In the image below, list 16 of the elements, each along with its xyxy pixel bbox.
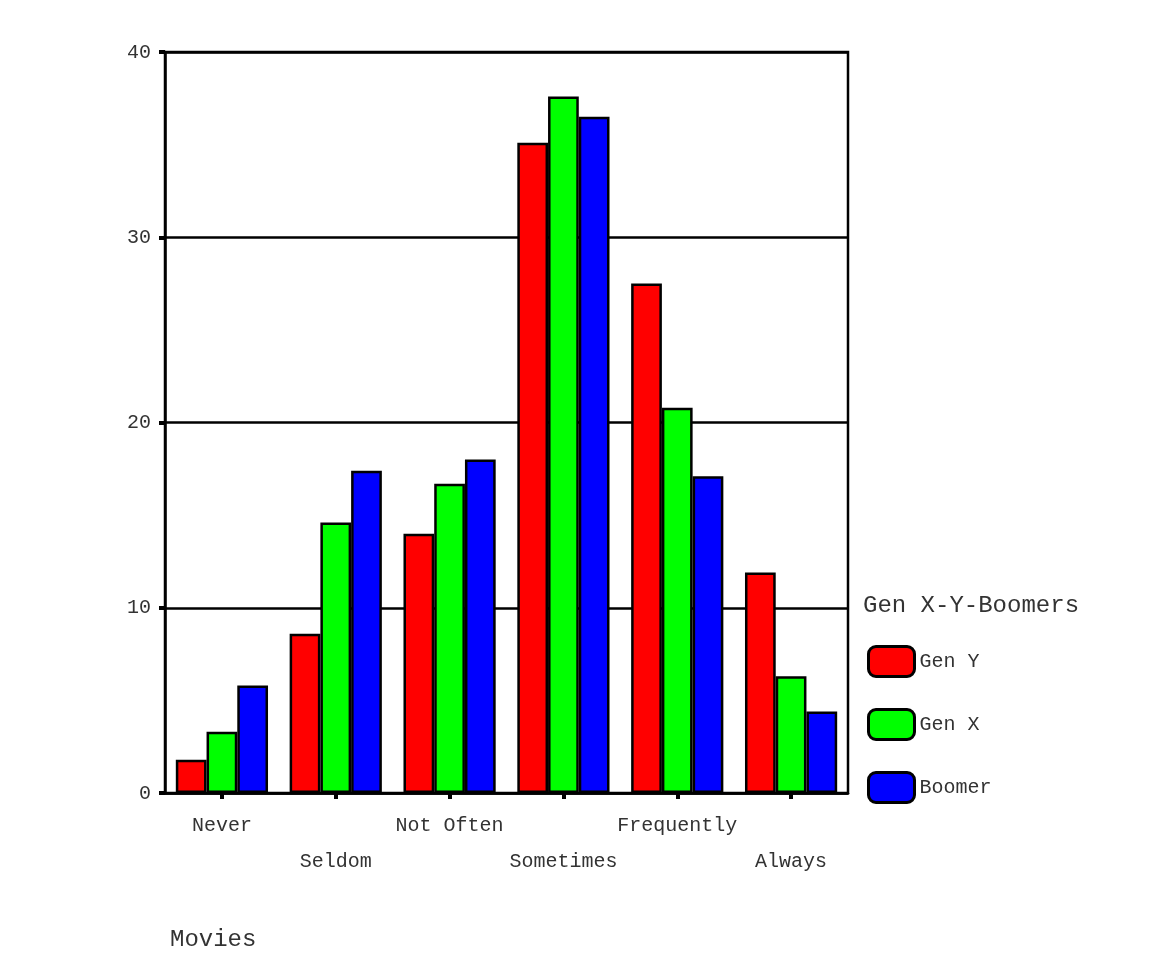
x-tick-label: Not Often xyxy=(395,813,504,837)
legend-label: Boomer xyxy=(919,776,992,799)
y-tick-label: 10 xyxy=(126,596,151,620)
x-tick-label: Frequently xyxy=(617,813,738,837)
x-axis-title: Movies xyxy=(170,925,257,953)
legend-title: Gen X-Y-Boomers xyxy=(863,591,1080,619)
y-tick-label: 40 xyxy=(126,40,151,64)
y-tick-label: 20 xyxy=(126,411,151,434)
x-tick-label: Seldom xyxy=(299,849,372,873)
legend-label: Gen Y xyxy=(919,650,980,673)
x-tick-label: Never xyxy=(191,813,252,837)
y-tick-label: 0 xyxy=(138,781,151,805)
legend-label: Gen X xyxy=(919,713,980,736)
x-tick-label: Always xyxy=(755,849,828,873)
x-tick-label: Sometimes xyxy=(509,849,618,873)
y-tick-label: 30 xyxy=(126,225,151,249)
